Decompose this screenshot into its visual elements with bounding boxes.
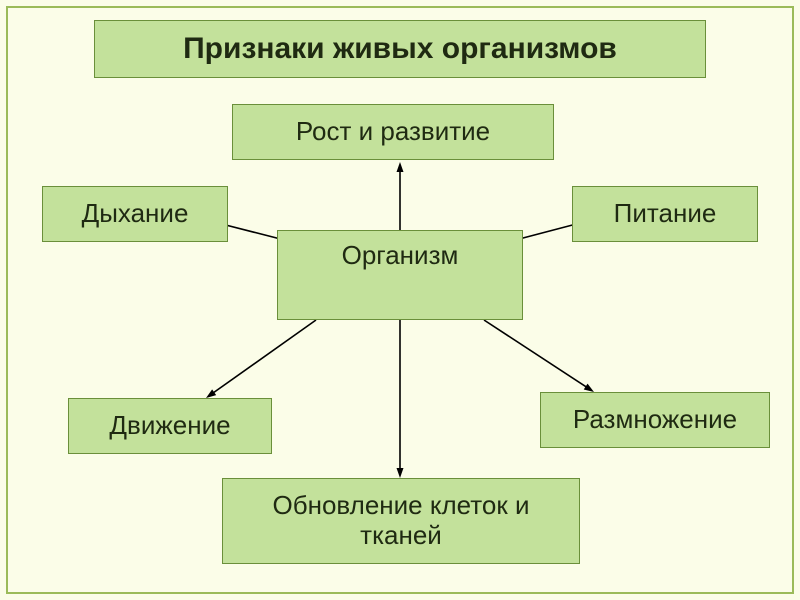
center-node-label: Организм: [342, 241, 459, 271]
node-left: Дыхание: [42, 186, 228, 242]
node-top-label: Рост и развитие: [296, 117, 490, 147]
node-right: Питание: [572, 186, 758, 242]
node-bottomleft-label: Движение: [109, 411, 230, 441]
node-right-label: Питание: [614, 199, 717, 229]
node-bottom-label: Обновление клеток и тканей: [231, 491, 571, 551]
node-bottomright: Размножение: [540, 392, 770, 448]
node-bottom: Обновление клеток и тканей: [222, 478, 580, 564]
node-bottomright-label: Размножение: [573, 405, 737, 435]
center-node: Организм: [277, 230, 523, 320]
node-left-label: Дыхание: [82, 199, 189, 229]
diagram-title-text: Признаки живых организмов: [183, 32, 617, 67]
node-top: Рост и развитие: [232, 104, 554, 160]
node-bottomleft: Движение: [68, 398, 272, 454]
diagram-title: Признаки живых организмов: [94, 20, 706, 78]
